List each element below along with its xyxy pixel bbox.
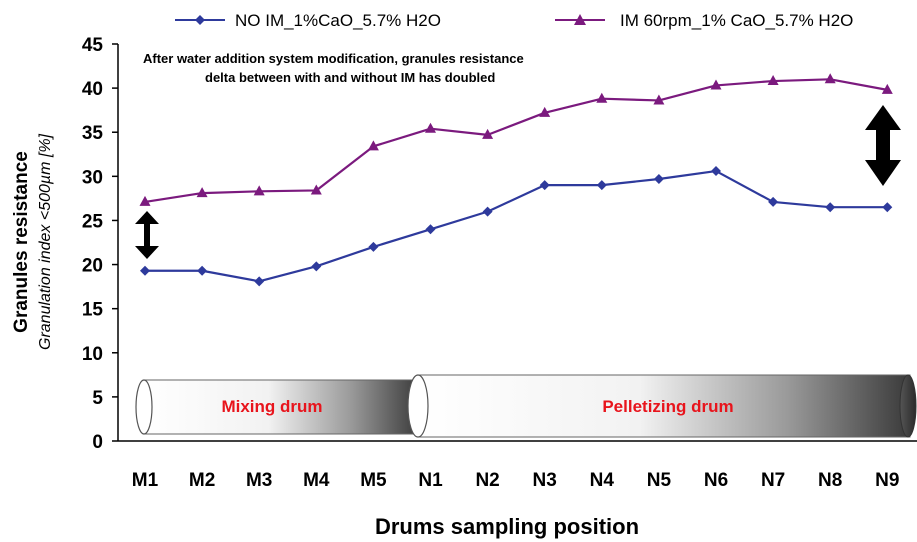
series-2-point (482, 128, 494, 139)
triangle-marker-icon (574, 14, 586, 25)
series-1-line (145, 169, 888, 283)
x-tick-label: N9 (875, 470, 899, 491)
mixing-drum-label: Mixing drum (221, 397, 322, 416)
series-2-point (367, 140, 379, 151)
pelletizing-drum: Pelletizing drum (407, 374, 917, 438)
y-axis-title: Granules resistance (11, 151, 32, 333)
series-1-point (482, 206, 493, 217)
y-tick-label: 5 (92, 388, 103, 409)
y-tick-label: 40 (82, 79, 103, 100)
y-tick-label: 10 (82, 344, 103, 365)
x-tick-label: N8 (818, 470, 842, 491)
x-tick-label: N7 (761, 470, 785, 491)
x-tick-label: N1 (418, 470, 443, 491)
delta-arrow-small-icon (135, 211, 159, 259)
y-tick-label: 30 (82, 167, 103, 188)
series-1-point (254, 276, 265, 287)
series-2-point (710, 79, 722, 90)
series-2-point (824, 73, 836, 84)
series-2-point (767, 75, 779, 86)
diamond-marker-icon (195, 15, 205, 25)
y-tick-label: 25 (82, 211, 104, 232)
series-1-point (882, 202, 893, 213)
delta-arrow-large-icon (865, 105, 901, 186)
series-1-point (596, 180, 607, 191)
series-2-line (144, 78, 888, 204)
series-2-point (596, 92, 608, 103)
annotation-line-1: After water addition system modification… (143, 51, 524, 66)
legend-item-series-2: IM 60rpm_1% CaO_5.7% H2O (555, 11, 853, 30)
y-tick-label: 15 (82, 300, 104, 321)
x-tick-label: M2 (189, 470, 215, 491)
series-2 (139, 73, 893, 206)
series-layer (139, 73, 893, 287)
series-1-point (768, 196, 779, 207)
series-2-point (196, 187, 208, 198)
x-tick-label: N3 (533, 470, 557, 491)
mixing-drum: Mixing drum (135, 379, 429, 435)
series-1-point (197, 265, 208, 276)
series-2-point (253, 185, 265, 196)
x-tick-label: M4 (303, 470, 330, 491)
series-2-point (881, 83, 893, 94)
legend: NO IM_1%CaO_5.7% H2O IM 60rpm_1% CaO_5.7… (175, 11, 853, 30)
y-axis-subtitle: Granulation index <500µm [%] (37, 133, 54, 350)
series-1-point (140, 265, 150, 276)
series-1-point (311, 261, 322, 272)
y-ticks: 0 5 10 15 20 25 30 35 40 45 (82, 35, 118, 453)
x-ticks: M1 M2 M3 M4 M5 N1 N2 N3 N4 N5 N6 N7 N8 N9 (132, 470, 900, 491)
x-tick-label: N2 (475, 470, 499, 491)
x-tick-label: M1 (132, 470, 159, 491)
x-tick-label: N5 (647, 470, 672, 491)
series-1-point (653, 173, 664, 184)
series-2-point (539, 106, 551, 117)
x-tick-label: M5 (360, 470, 387, 491)
x-tick-label: N6 (704, 470, 728, 491)
series-2-point (425, 122, 436, 133)
series-1-point (539, 180, 550, 191)
x-tick-label: M3 (246, 470, 272, 491)
y-tick-label: 0 (92, 432, 103, 453)
series-2-point (653, 94, 665, 105)
legend-label-series-1: NO IM_1%CaO_5.7% H2O (235, 11, 441, 30)
y-tick-label: 35 (82, 123, 104, 144)
series-2-point (139, 195, 151, 206)
x-axis-title: Drums sampling position (375, 514, 639, 539)
series-1-point (425, 224, 436, 235)
series-1-point (711, 166, 721, 177)
x-tick-label: N4 (590, 470, 615, 491)
annotation-line-2: delta between with and without IM has do… (205, 70, 495, 85)
y-tick-label: 20 (82, 256, 103, 277)
series-1-point (825, 202, 836, 213)
series-1 (140, 166, 893, 287)
y-tick-label: 45 (82, 35, 104, 56)
series-2-point (310, 184, 322, 195)
legend-label-series-2: IM 60rpm_1% CaO_5.7% H2O (620, 11, 853, 30)
series-1-point (368, 241, 379, 252)
pelletizing-drum-label: Pelletizing drum (602, 397, 733, 416)
legend-item-series-1: NO IM_1%CaO_5.7% H2O (175, 11, 441, 30)
